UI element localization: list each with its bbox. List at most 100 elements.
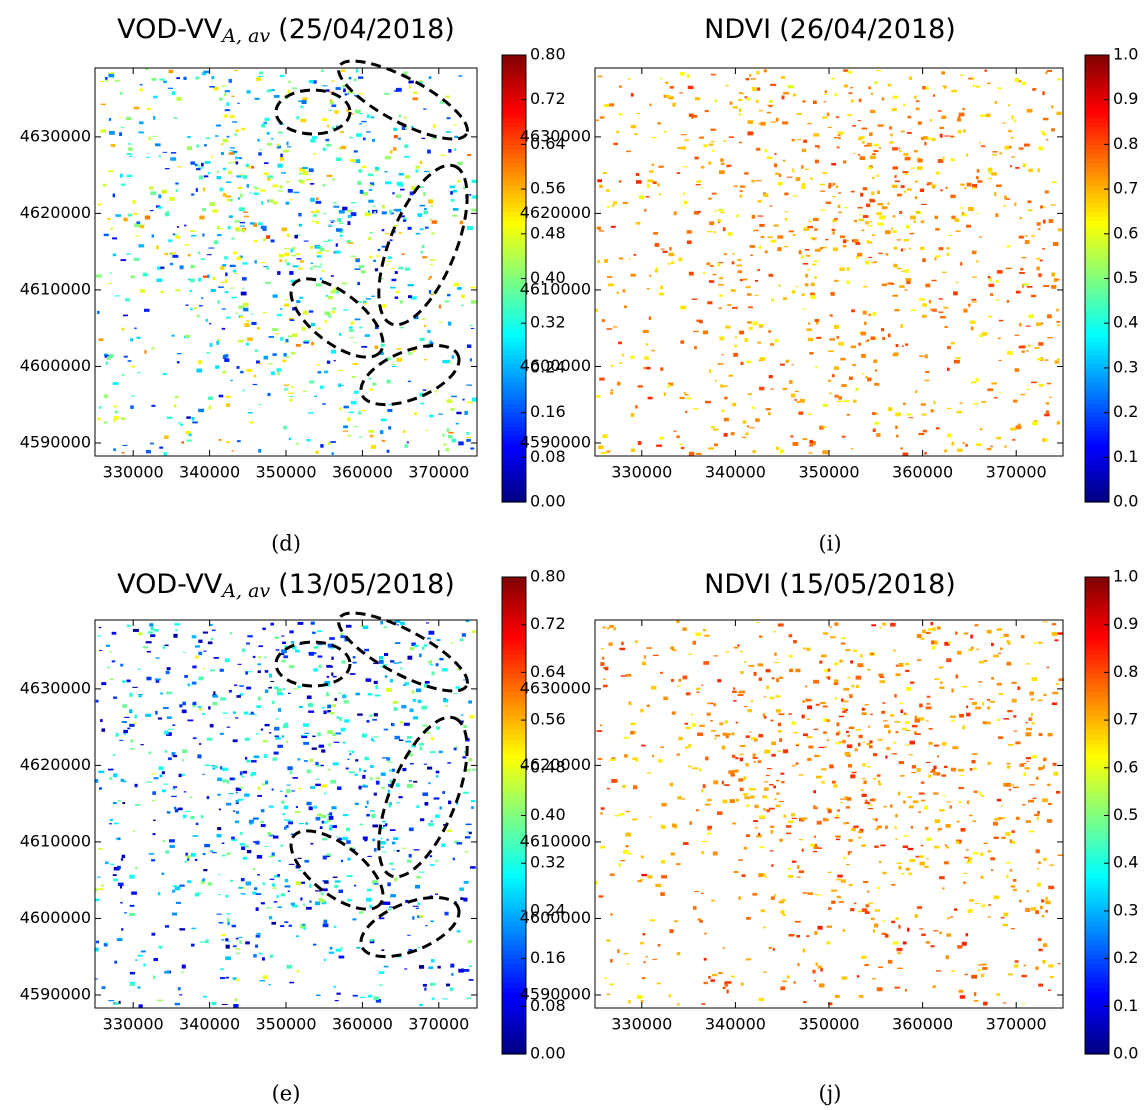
speckle: [737, 644, 740, 647]
speckle: [127, 727, 131, 730]
speckle: [634, 133, 638, 136]
speckle: [273, 201, 278, 205]
speckle: [1042, 219, 1046, 224]
speckle: [272, 757, 278, 761]
speckle: [222, 138, 229, 143]
highlight-ellipse: [274, 640, 352, 688]
speckle: [1042, 248, 1046, 250]
speckle: [796, 400, 801, 403]
speckle: [459, 638, 464, 642]
speckle: [894, 180, 900, 183]
speckle: [895, 838, 898, 840]
speckle: [320, 814, 327, 819]
speckle: [885, 755, 888, 759]
colorbar-step: [502, 1049, 526, 1055]
colorbar-step: [1085, 815, 1109, 821]
speckle: [645, 955, 648, 958]
speckle: [318, 898, 323, 901]
speckle: [972, 820, 977, 823]
colorbar-step: [1085, 363, 1109, 369]
speckle: [834, 662, 839, 666]
speckle: [328, 815, 334, 820]
speckle: [738, 896, 741, 900]
speckle: [138, 695, 142, 698]
colorbar-step: [1085, 929, 1109, 936]
speckle: [233, 133, 238, 136]
speckle: [845, 806, 850, 809]
speckle: [186, 855, 191, 859]
speckle: [468, 831, 472, 835]
speckle: [448, 149, 452, 153]
speckle: [704, 634, 710, 637]
speckle: [137, 954, 143, 957]
colorbar-step: [1085, 466, 1109, 472]
speckle: [618, 863, 621, 867]
speckle: [989, 277, 993, 282]
speckle: [971, 974, 978, 979]
speckle: [846, 744, 853, 749]
colorbar-step: [1085, 834, 1109, 840]
speckle: [660, 285, 663, 290]
speckle: [281, 660, 287, 663]
speckle: [604, 103, 610, 108]
speckle: [450, 199, 455, 202]
speckle: [1032, 754, 1037, 759]
speckle: [104, 394, 108, 399]
speckle: [271, 788, 274, 791]
speckle: [456, 842, 463, 845]
speckle: [363, 769, 367, 773]
speckle: [432, 124, 436, 129]
speckle: [962, 442, 965, 444]
speckle: [206, 795, 210, 800]
speckle: [680, 340, 685, 344]
speckle: [271, 700, 275, 704]
speckle: [340, 635, 346, 639]
speckle: [997, 337, 1001, 340]
speckle: [1047, 732, 1053, 737]
speckle: [375, 777, 380, 780]
speckle: [852, 363, 857, 367]
speckle: [137, 986, 141, 989]
speckle: [661, 802, 667, 807]
speckle: [290, 279, 297, 283]
speckle: [418, 743, 424, 746]
speckle: [738, 778, 744, 782]
speckle: [192, 702, 195, 705]
speckle: [157, 206, 163, 209]
speckle: [121, 452, 125, 454]
speckle: [909, 232, 915, 235]
speckle: [736, 214, 739, 218]
speckle: [743, 846, 748, 850]
speckle: [139, 88, 143, 92]
speckle: [902, 941, 907, 945]
speckle: [260, 902, 265, 905]
speckle: [990, 869, 994, 872]
speckle: [178, 773, 182, 778]
speckle: [239, 685, 244, 687]
speckle: [842, 739, 846, 744]
speckle: [941, 71, 945, 75]
speckle: [315, 901, 321, 906]
speckle: [943, 306, 949, 309]
speckle: [146, 650, 151, 653]
speckle: [219, 187, 224, 192]
speckle: [308, 651, 315, 656]
speckle: [430, 959, 435, 963]
speckle: [626, 150, 632, 153]
speckle: [346, 840, 351, 844]
speckle: [409, 647, 415, 651]
speckle: [370, 295, 376, 297]
speckle: [373, 713, 378, 717]
speckle: [388, 426, 392, 430]
speckle: [297, 621, 304, 625]
speckle: [644, 356, 649, 360]
speckle: [131, 891, 137, 895]
speckle: [168, 839, 175, 843]
speckle: [1048, 989, 1051, 992]
speckle: [327, 730, 333, 734]
speckle: [922, 86, 926, 90]
speckle: [342, 814, 349, 817]
speckle: [853, 152, 856, 155]
colorbar-step: [1085, 291, 1109, 297]
speckle: [316, 994, 321, 996]
